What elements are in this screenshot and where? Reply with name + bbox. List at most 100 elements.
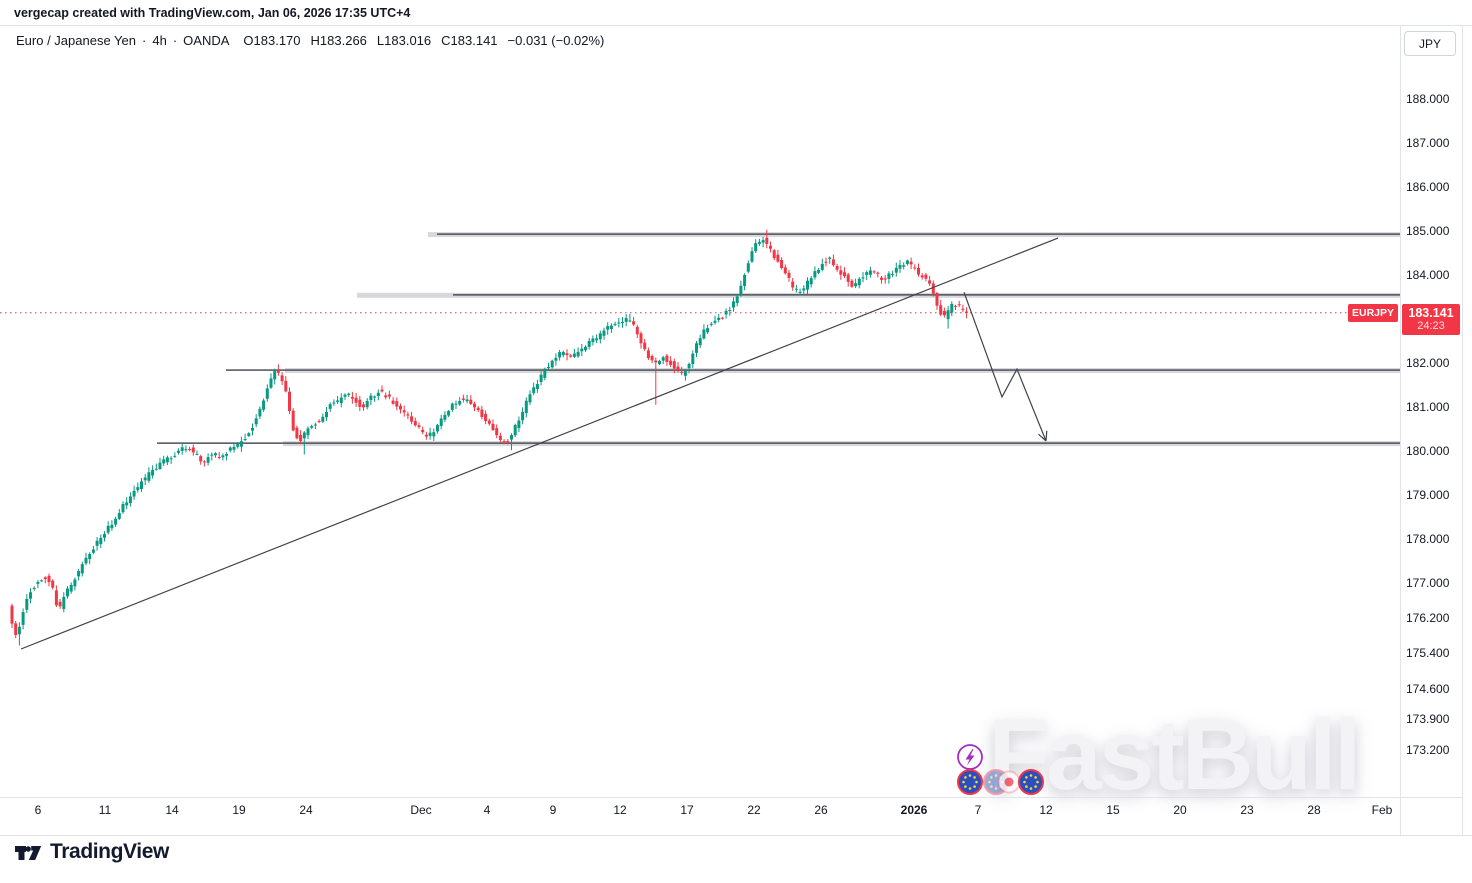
ohlc-values: O 183.170 H 183.266 L 183.016 C 183.141 [243, 33, 497, 48]
candle-body [713, 320, 717, 323]
candle-body [469, 399, 473, 404]
price-axis[interactable]: JPY 188.000 187.000 186.000 185.000 184.000 1… [1400, 25, 1462, 797]
candle-body [798, 291, 802, 293]
candle-body [783, 267, 787, 274]
time-axis[interactable]: 6 11 14 19 24 Dec 4 9 12 17 22 26 2026 7 12 15 20 23 28 Feb [0, 797, 1400, 835]
candle-body [876, 272, 880, 274]
candle-body [306, 428, 310, 436]
candle-body [917, 267, 920, 275]
candle-body [147, 472, 151, 481]
price-axis-label: 177.000 [1406, 576, 1450, 590]
horizontal-level-line[interactable] [226, 368, 1400, 374]
time-axis-label: 22 [747, 803, 761, 817]
eu-flag-event-icon[interactable] [957, 769, 983, 795]
time-axis-label: 4 [483, 803, 491, 817]
time-axis-label: 2026 [900, 803, 928, 817]
horizontal-level-line[interactable] [157, 441, 1400, 447]
candle-body [965, 311, 969, 313]
candle-body [21, 612, 25, 625]
candle-body [794, 288, 798, 290]
candle-body [735, 296, 739, 303]
candle-body [291, 410, 295, 431]
candle-body [154, 468, 158, 470]
candle-body [924, 274, 928, 279]
candle-body [757, 241, 761, 244]
candle-body [569, 355, 573, 357]
candle-body [695, 343, 698, 353]
candle-body [36, 581, 40, 584]
tradingview-logo[interactable]: TradingView [14, 838, 169, 866]
horizontal-level-line[interactable] [357, 292, 1400, 298]
candle-body [565, 353, 569, 356]
candle-body [850, 280, 854, 287]
high-value: 183.266 [319, 33, 367, 48]
candle-body [395, 401, 399, 407]
candle-body [787, 272, 791, 278]
candle-body [646, 350, 650, 359]
candle-body [288, 391, 291, 412]
candle-body [295, 427, 299, 439]
candle-body [480, 409, 484, 418]
candle-body [654, 360, 658, 363]
candle-body [151, 469, 155, 476]
candle-body [239, 441, 243, 447]
candle-body [550, 360, 554, 368]
time-axis-label: 6 [34, 803, 42, 817]
candle-body [347, 393, 351, 395]
candle-body [491, 423, 495, 430]
symbol-name[interactable]: Euro / Japanese Yen [16, 33, 136, 48]
candle-body [750, 251, 754, 262]
candle-body [839, 270, 843, 275]
candle-body [458, 401, 462, 405]
candle-body [643, 342, 647, 350]
candle-body [461, 398, 465, 400]
event-dot-icon[interactable] [997, 770, 1021, 794]
candle-body [247, 433, 251, 436]
candle-body [602, 330, 606, 336]
time-axis-label: 7 [974, 803, 982, 817]
candle-body [258, 408, 262, 417]
price-axis-label: 179.000 [1406, 488, 1450, 502]
candle-body [835, 266, 839, 270]
price-axis-label: 181.000 [1406, 400, 1450, 414]
candle-body [528, 394, 532, 403]
interval-label[interactable]: 4h [152, 33, 167, 48]
candle-body [413, 421, 417, 426]
candle-body [913, 267, 917, 269]
candle-body [169, 458, 173, 460]
candle-body [776, 254, 780, 262]
eu-flag-event-icon[interactable] [1018, 769, 1044, 795]
candle-body [909, 261, 913, 265]
candle-body [454, 403, 458, 405]
candle-body [532, 387, 536, 394]
candle-body [265, 388, 269, 399]
candle-body [325, 412, 328, 418]
candle-body [580, 348, 584, 352]
horizontal-level-line[interactable] [428, 232, 1400, 238]
candle-body [650, 355, 654, 361]
candle-body [902, 265, 906, 267]
candle-body [262, 400, 266, 410]
candle-body [421, 429, 425, 433]
candle-body [935, 292, 939, 306]
candle-body [91, 549, 95, 553]
candle-body [428, 432, 432, 436]
candle-body [484, 413, 488, 422]
candle-body [406, 414, 410, 416]
candle-body [732, 301, 735, 308]
ascending-trendline[interactable] [20, 237, 1059, 650]
candle-body [210, 454, 214, 456]
candle-body [332, 402, 336, 404]
candle-body [447, 410, 451, 416]
flash-event-icon[interactable] [957, 744, 983, 770]
candle-body [365, 400, 369, 408]
price-axis-label: 173.200 [1406, 743, 1450, 758]
candle-body [495, 428, 499, 436]
candle-body [387, 394, 391, 397]
candle-body [243, 439, 247, 441]
bearish-projection-arrow[interactable] [963, 291, 1047, 442]
currency-button[interactable]: JPY [1404, 31, 1456, 56]
price-axis-label: 173.900 [1406, 712, 1450, 727]
candle-body [809, 278, 813, 285]
